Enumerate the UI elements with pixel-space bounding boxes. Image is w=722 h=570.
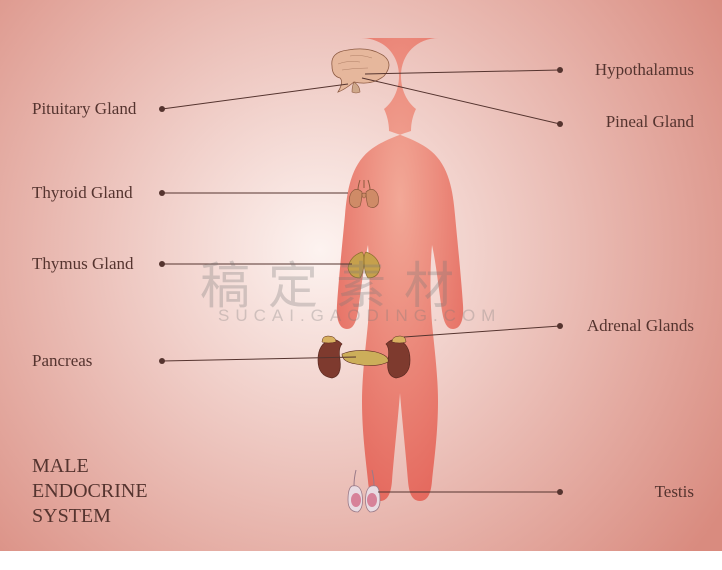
organ-thyroid	[344, 178, 384, 215]
label-dot	[159, 190, 165, 196]
label-dot	[557, 67, 563, 73]
organ-brain	[324, 46, 394, 99]
label-dot	[557, 323, 563, 329]
label-testis: Testis	[655, 482, 694, 502]
label-pancreas: Pancreas	[32, 351, 92, 371]
diagram-title: MALEENDOCRINESYSTEM	[32, 454, 148, 529]
title-line: MALE	[32, 454, 148, 479]
organ-testis	[344, 468, 384, 519]
label-thymus: Thymus Gland	[32, 254, 134, 274]
title-line: SYSTEM	[32, 504, 148, 529]
label-adrenal: Adrenal Glands	[587, 316, 694, 336]
organ-kidneys-pancreas	[312, 330, 416, 387]
label-dot	[159, 106, 165, 112]
watermark-en: SUCAI.GAODING.COM	[218, 306, 501, 326]
label-dot	[557, 489, 563, 495]
label-dot	[557, 121, 563, 127]
label-pituitary: Pituitary Gland	[32, 99, 136, 119]
label-dot	[159, 358, 165, 364]
label-hypothalamus: Hypothalamus	[595, 60, 694, 80]
title-line: ENDOCRINE	[32, 479, 148, 504]
label-pineal: Pineal Gland	[606, 112, 694, 132]
label-thyroid: Thyroid Gland	[32, 183, 133, 203]
label-dot	[159, 261, 165, 267]
